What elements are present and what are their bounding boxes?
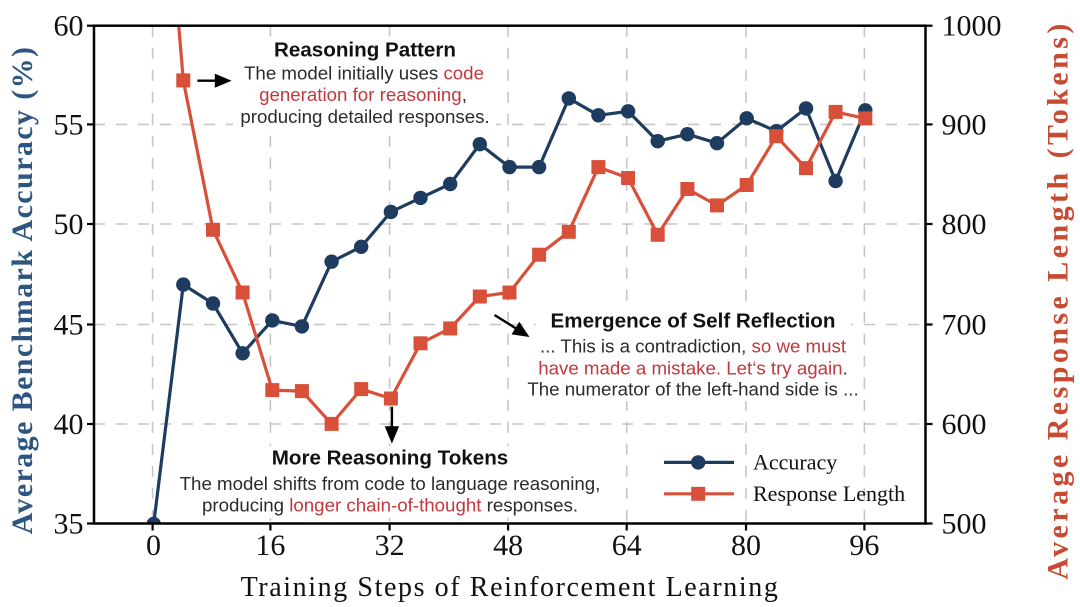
svg-text:50: 50 xyxy=(54,208,84,241)
svg-text:producing detailed responses.: producing detailed responses. xyxy=(240,106,489,127)
svg-text:1000: 1000 xyxy=(942,10,1002,43)
svg-text:producing longer chain-of-thou: producing longer chain-of-thought respon… xyxy=(202,495,578,516)
svg-text:60: 60 xyxy=(54,10,84,43)
svg-text:Average Benchmark Accuracy (%): Average Benchmark Accuracy (%) xyxy=(6,46,39,535)
svg-text:have made a mistake. Let‘s try: have made a mistake. Let‘s try again. xyxy=(538,358,848,379)
svg-text:0: 0 xyxy=(146,529,161,562)
svg-text:96: 96 xyxy=(849,529,879,562)
svg-text:40: 40 xyxy=(54,408,84,441)
svg-text:35: 35 xyxy=(54,507,84,540)
svg-text:Training Steps of Reinforcemen: Training Steps of Reinforcement Learning xyxy=(241,572,780,603)
svg-text:48: 48 xyxy=(493,529,523,562)
svg-text:The model initially uses code: The model initially uses code xyxy=(244,62,484,83)
svg-text:generation for reasoning,: generation for reasoning, xyxy=(259,84,467,105)
svg-text:64: 64 xyxy=(612,529,642,562)
svg-text:800: 800 xyxy=(942,208,987,241)
svg-text:600: 600 xyxy=(942,408,987,441)
svg-text:55: 55 xyxy=(54,108,84,141)
svg-text:Reasoning Pattern: Reasoning Pattern xyxy=(274,39,456,62)
svg-text:Accuracy: Accuracy xyxy=(753,449,837,474)
svg-text:Response Length: Response Length xyxy=(753,481,905,506)
svg-text:Emergence of Self Reflection: Emergence of Self Reflection xyxy=(551,309,836,332)
svg-text:45: 45 xyxy=(54,308,84,341)
svg-text:700: 700 xyxy=(942,308,987,341)
svg-text:16: 16 xyxy=(255,529,285,562)
svg-text:More Reasoning Tokens: More Reasoning Tokens xyxy=(272,447,509,470)
svg-text:32: 32 xyxy=(375,529,405,562)
svg-text:900: 900 xyxy=(942,108,987,141)
svg-text:80: 80 xyxy=(731,529,761,562)
svg-text:... This is a contradiction, s: ... This is a contradiction, so we must xyxy=(540,336,847,357)
svg-text:The numerator of the left-hand: The numerator of the left-hand side is .… xyxy=(527,378,858,399)
svg-text:Average Response Length (Token: Average Response Length (Tokens) xyxy=(1042,20,1075,580)
svg-text:The model shifts from code to: The model shifts from code to language r… xyxy=(180,473,601,494)
svg-text:500: 500 xyxy=(942,507,987,540)
